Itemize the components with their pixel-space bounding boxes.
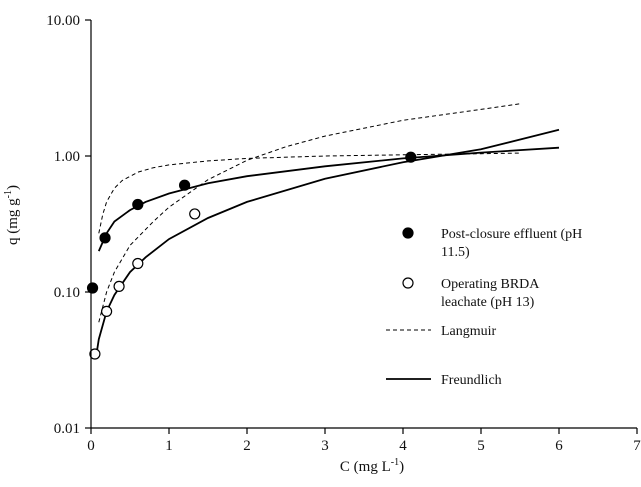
operating-point xyxy=(189,208,201,220)
post-closure-point xyxy=(86,282,99,294)
axes: 0 1 2 3 4 5 6 7 0.01 0.10 1.00 10.00 xyxy=(46,13,641,454)
legend-label: Operating BRDA leachate (pH 13) xyxy=(441,277,540,310)
legend: Post-closure effluent (pH 11.5) Operating … xyxy=(386,227,582,388)
y-tick-label: 10.00 xyxy=(46,13,80,29)
langmuir-curve xyxy=(98,152,521,234)
legend-marker xyxy=(402,227,414,239)
legend-label: Post-closure effluent (pH 11.5) xyxy=(441,227,582,260)
x-tick-label: 3 xyxy=(321,438,329,454)
langmuir-curve xyxy=(98,103,521,323)
legend-marker xyxy=(402,277,414,289)
x-tick-label: 5 xyxy=(477,438,485,454)
post-closure-point xyxy=(405,151,417,163)
legend-label: Freundlich xyxy=(441,373,502,388)
legend-label: Langmuir xyxy=(441,324,497,339)
x-tick-label: 0 xyxy=(87,438,95,454)
x-tick-label: 1 xyxy=(165,438,173,454)
y-tick-label: 0.01 xyxy=(54,421,80,437)
x-tick-label: 7 xyxy=(633,438,641,454)
operating-point xyxy=(113,280,125,292)
post-closure-point xyxy=(99,232,111,244)
operating-point xyxy=(100,305,113,318)
y-tick-label: 1.00 xyxy=(54,149,80,165)
x-tick-label: 6 xyxy=(555,438,563,454)
x-tick-label: 2 xyxy=(243,438,251,454)
y-tick-label: 0.10 xyxy=(54,285,80,301)
x-tick-label: 4 xyxy=(399,438,407,454)
operating-point xyxy=(132,257,144,270)
post-closure-point xyxy=(179,179,191,191)
plot-points xyxy=(86,151,417,360)
operating-point xyxy=(89,348,101,360)
x-axis-title: C (mg L-1) xyxy=(340,457,404,475)
y-axis-title: q (mg g-1) xyxy=(3,185,21,245)
post-closure-point xyxy=(132,198,144,211)
